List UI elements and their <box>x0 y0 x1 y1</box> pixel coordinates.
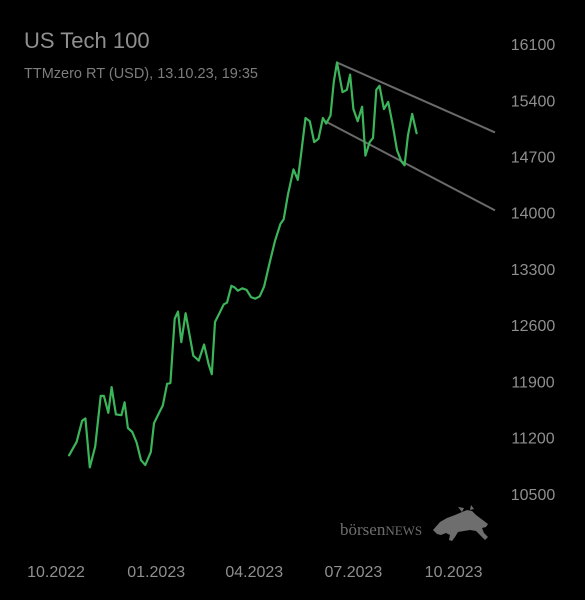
y-tick-label: 12600 <box>511 318 556 335</box>
bull-icon <box>433 505 488 541</box>
channel-lower-line <box>324 120 496 212</box>
x-tick-label: 04.2023 <box>225 564 283 581</box>
y-tick-label: 15400 <box>511 93 556 110</box>
logo-wordmark: börsenNEWS <box>340 520 422 539</box>
y-tick-label: 13300 <box>511 262 556 279</box>
price-series <box>67 61 418 469</box>
chart-title: US Tech 100 <box>24 28 150 53</box>
logo-name-text: börsen <box>340 520 386 539</box>
x-axis-tick-labels: 10.2022 01.2023 04.2023 07.2023 10.2023 <box>27 564 483 581</box>
y-tick-label: 14000 <box>511 206 556 223</box>
x-tick-label: 10.2022 <box>27 564 85 581</box>
boersennews-logo: börsenNEWS <box>340 505 488 541</box>
y-tick-label: 11200 <box>511 431 554 448</box>
logo-suffix-text: NEWS <box>385 523 422 538</box>
channel-upper-line <box>336 61 496 134</box>
price-line <box>67 61 418 469</box>
x-tick-label: 07.2023 <box>324 564 382 581</box>
y-tick-label: 14700 <box>511 150 556 167</box>
y-tick-label: 11900 <box>511 374 554 391</box>
chart-subtitle: TTMzero RT (USD), 13.10.23, 19:35 <box>24 66 258 82</box>
y-tick-label: 16100 <box>511 37 556 54</box>
y-tick-label: 10500 <box>511 487 556 504</box>
trend-channel <box>324 61 496 212</box>
x-tick-label: 01.2023 <box>127 564 185 581</box>
y-axis-tick-labels: 10500 11200 11900 12600 13300 14000 14700 15400… <box>511 37 556 504</box>
x-tick-label: 10.2023 <box>425 564 483 581</box>
